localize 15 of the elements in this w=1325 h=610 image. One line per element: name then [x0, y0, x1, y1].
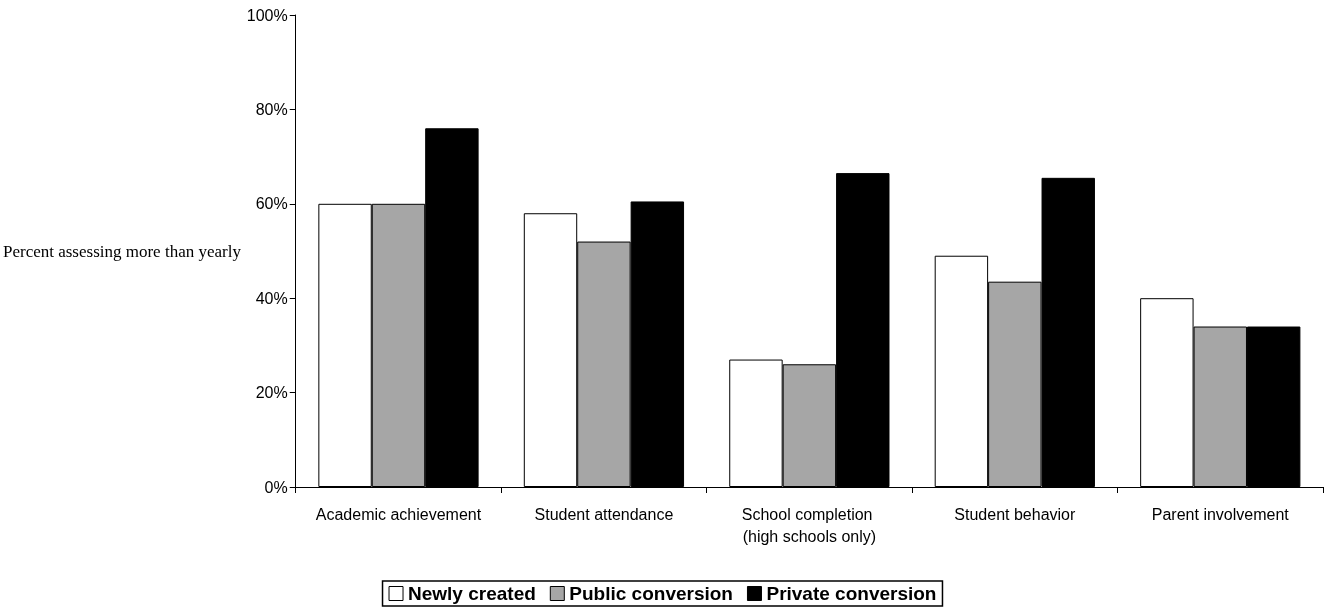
y-tick-label: 20%	[255, 384, 288, 402]
x-tick-label: School completion (high schools only)	[741, 505, 877, 545]
y-axis-title: Percent assessing more than yearly	[2, 241, 242, 261]
x-tick-label: Student attendance	[534, 505, 674, 523]
y-tick-label: 80%	[255, 100, 288, 118]
legend-label: Newly created	[408, 583, 536, 604]
x-tick-label: Student behavior	[954, 505, 1076, 523]
legend-label: Public conversion	[569, 583, 733, 604]
y-tick-label: 60%	[255, 195, 288, 213]
x-tick-label: Parent involvement	[1151, 505, 1290, 523]
y-tick-label: 100%	[246, 6, 288, 24]
legend-label: Private conversion	[766, 583, 937, 604]
y-tick-label: 0%	[264, 478, 288, 496]
x-tick-label: Academic achievement	[315, 505, 482, 523]
y-tick-label: 40%	[255, 289, 288, 307]
